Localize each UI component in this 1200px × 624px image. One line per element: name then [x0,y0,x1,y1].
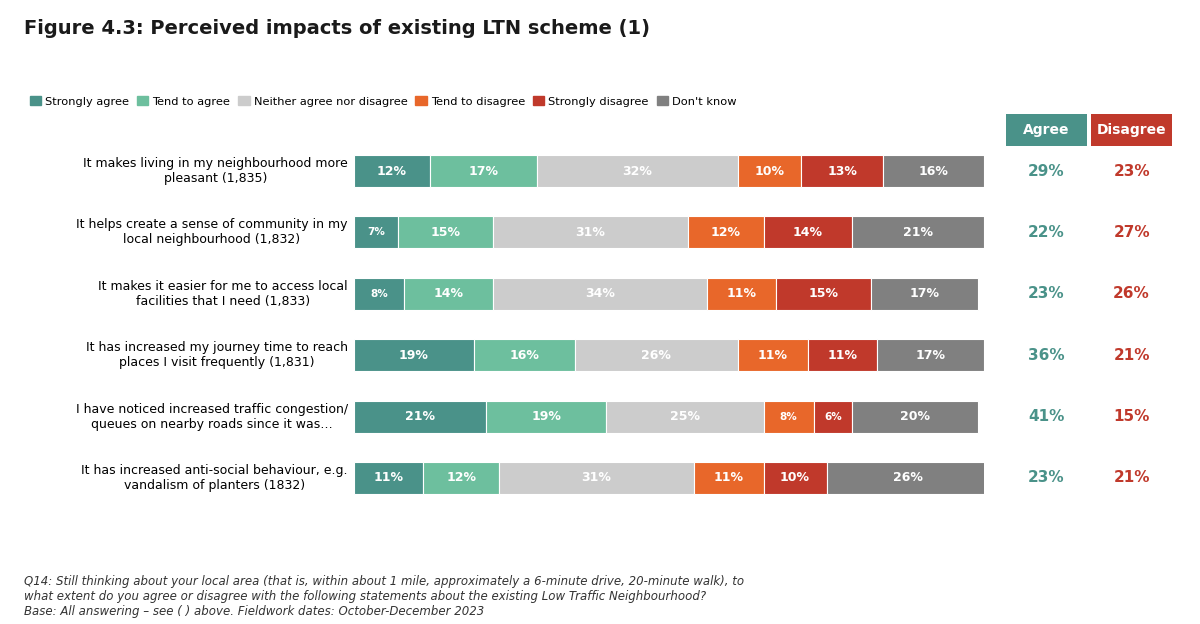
Text: 26%: 26% [1114,286,1150,301]
Text: 17%: 17% [910,287,940,300]
Text: It has increased my journey time to reach
places I visit frequently (1,831): It has increased my journey time to reac… [85,341,348,369]
Text: 8%: 8% [371,289,388,299]
Text: 36%: 36% [1028,348,1064,363]
Text: 13%: 13% [827,165,857,178]
Bar [827,462,990,494]
Text: 26%: 26% [894,471,923,484]
Text: 31%: 31% [582,471,612,484]
Text: 11%: 11% [373,471,403,484]
Bar [430,155,536,187]
Bar [499,462,695,494]
Text: 10%: 10% [780,471,810,484]
Bar [536,155,738,187]
Bar [354,217,398,248]
Text: Disagree: Disagree [1097,123,1166,137]
Text: It helps create a sense of community in my
local neighbourhood (1,832): It helps create a sense of community in … [77,218,348,246]
Text: 19%: 19% [532,410,562,423]
Bar [688,217,763,248]
Text: It makes living in my neighbourhood more
pleasant (1,835): It makes living in my neighbourhood more… [83,157,348,185]
Text: 15%: 15% [809,287,839,300]
Text: 16%: 16% [509,349,539,362]
Bar [354,462,424,494]
Text: 15%: 15% [431,226,461,239]
Text: It has increased anti-social behaviour, e.g.
vandalism of planters (1832): It has increased anti-social behaviour, … [82,464,348,492]
Text: I have noticed increased traffic congestion/
queues on nearby roads since it was: I have noticed increased traffic congest… [76,402,348,431]
Text: 22%: 22% [1028,225,1064,240]
Text: 11%: 11% [714,471,744,484]
Bar [871,278,978,310]
Bar [852,217,984,248]
Text: Q14: Still thinking about your local area (that is, within about 1 mile, approxi: Q14: Still thinking about your local are… [24,575,744,618]
Bar [424,462,499,494]
Text: 41%: 41% [1028,409,1064,424]
Bar [877,339,984,371]
Bar [707,278,776,310]
Text: 21%: 21% [902,226,932,239]
Bar [808,339,877,371]
Bar [354,339,474,371]
Bar [763,401,814,432]
Text: 11%: 11% [827,349,857,362]
Text: 19%: 19% [398,349,428,362]
Text: 17%: 17% [916,349,946,362]
Bar [474,339,575,371]
Bar [575,339,738,371]
Text: 12%: 12% [710,226,740,239]
Text: 11%: 11% [726,287,756,300]
Bar [763,462,827,494]
Bar [606,401,763,432]
Text: 12%: 12% [377,165,407,178]
Text: 8%: 8% [780,412,798,422]
Text: 27%: 27% [1114,225,1150,240]
Text: 29%: 29% [1028,163,1064,178]
Bar [814,401,852,432]
Bar [695,462,763,494]
Bar [354,401,486,432]
Bar [763,217,852,248]
Text: 21%: 21% [406,410,436,423]
Bar [852,401,978,432]
Text: 23%: 23% [1028,470,1064,485]
Bar [493,217,688,248]
Text: 10%: 10% [755,165,785,178]
Text: 23%: 23% [1114,163,1150,178]
Bar [776,278,871,310]
Text: 34%: 34% [584,287,614,300]
Bar [354,278,404,310]
Bar [486,401,606,432]
Bar [398,217,493,248]
Text: 14%: 14% [433,287,463,300]
Bar [493,278,707,310]
Text: Figure 4.3: Perceived impacts of existing LTN scheme (1): Figure 4.3: Perceived impacts of existin… [24,19,650,37]
Text: 23%: 23% [1028,286,1064,301]
Text: 6%: 6% [824,412,841,422]
Text: 11%: 11% [758,349,788,362]
Bar [802,155,883,187]
Legend: Strongly agree, Tend to agree, Neither agree nor disagree, Tend to disagree, Str: Strongly agree, Tend to agree, Neither a… [30,96,737,107]
Text: 32%: 32% [623,165,653,178]
Text: 21%: 21% [1114,348,1150,363]
Text: 21%: 21% [1114,470,1150,485]
Text: 31%: 31% [575,226,605,239]
Bar [404,278,493,310]
Text: It makes it easier for me to access local
facilities that I need (1,833): It makes it easier for me to access loca… [98,280,348,308]
Text: Agree: Agree [1024,123,1069,137]
Text: 14%: 14% [793,226,823,239]
Text: 12%: 12% [446,471,476,484]
Text: 15%: 15% [1114,409,1150,424]
Bar [738,339,808,371]
Bar [738,155,802,187]
Text: 25%: 25% [670,410,700,423]
Text: 17%: 17% [468,165,498,178]
Text: 20%: 20% [900,410,930,423]
Text: 16%: 16% [919,165,948,178]
Text: 7%: 7% [367,227,385,237]
Bar [883,155,984,187]
Text: 26%: 26% [642,349,671,362]
Bar [354,155,430,187]
